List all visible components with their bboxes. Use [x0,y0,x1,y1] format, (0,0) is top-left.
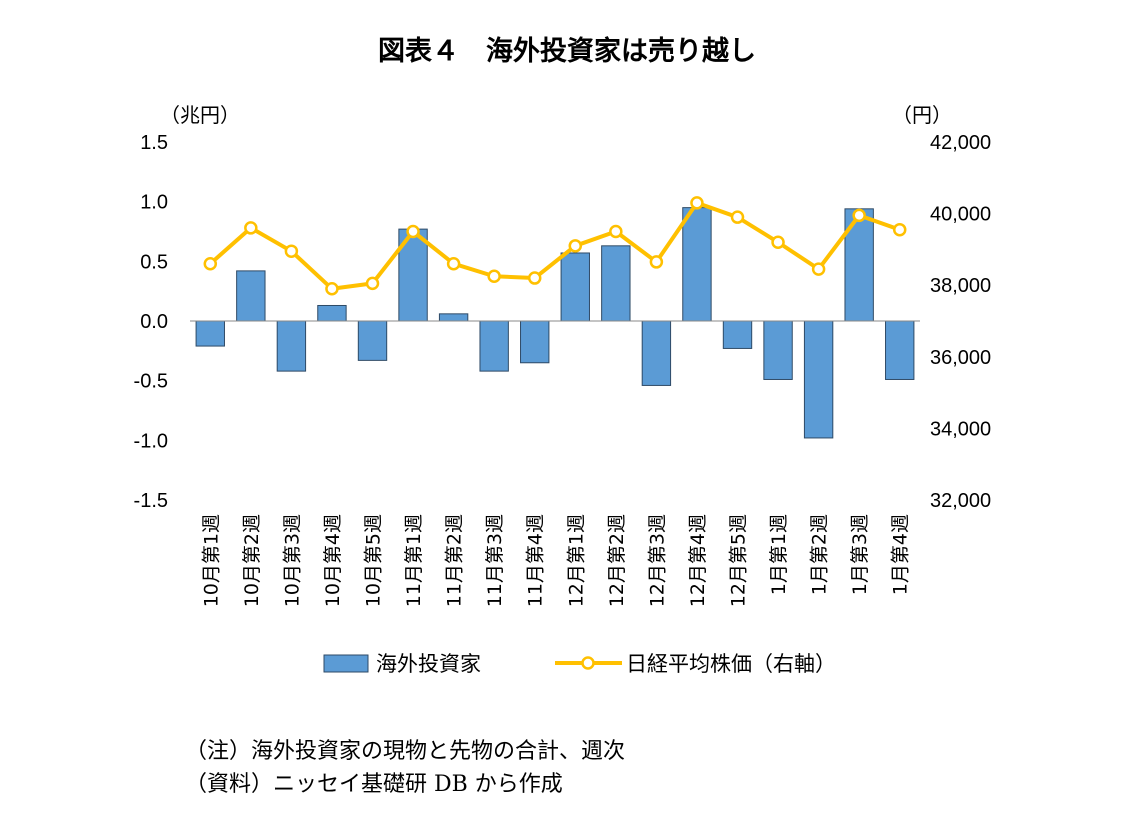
category-label: 10月第3週 [281,514,303,607]
category-label: 11月第1週 [403,514,425,607]
footnote-note: （注）海外投資家の現物と先物の合計、週次 [185,739,626,764]
bar [601,245,631,322]
line-point [244,221,258,235]
line-point [203,256,218,271]
right-tick-label: 36,000 [930,347,991,369]
legend-label-bar: 海外投資家 [376,652,481,676]
bar [803,320,834,439]
line-point [365,276,380,291]
category-label: 12月第2週 [606,514,628,607]
bar [885,320,915,380]
bar [195,320,225,347]
left-tick-label: 0.0 [140,311,168,333]
left-axis-tick-labels: 1.5 1.0 0.5 0.0 -0.5 -1.0 -1.5 [134,132,168,512]
bar [520,320,550,364]
footnote-source: （資料）ニッセイ基礎研 DB から作成 [185,772,563,797]
bar [682,207,712,322]
category-label: 1月第3週 [849,514,871,595]
bar [641,320,672,386]
line-point [811,262,826,276]
bar [357,320,388,361]
legend-swatch-bar [323,654,369,673]
line-point [568,239,583,253]
legend-swatch-marker [581,656,595,670]
left-tick-label: 1.0 [140,192,168,214]
category-label: 1月第1週 [768,514,790,595]
category-label: 1月第4週 [890,514,912,595]
category-label: 10月第5週 [363,514,385,607]
bar [276,320,307,372]
left-tick-label: -0.5 [134,371,168,393]
line-point [325,282,339,296]
category-label: 12月第5週 [728,514,750,607]
category-axis-labels: 10月第1週 10月第2週 10月第3週 10月第4週 10月第5週 11月第1週 11月第… [200,514,911,607]
left-tick-label: -1.0 [134,430,168,452]
line-point [609,224,623,239]
left-axis-unit: （兆円） [160,104,240,127]
category-label: 10月第1週 [200,514,222,607]
line-point [771,235,785,249]
line-point [487,269,501,283]
right-axis-unit: （円） [892,104,952,127]
left-tick-label: -1.5 [134,490,168,512]
category-label: 1月第2週 [809,514,831,595]
bar [236,270,266,322]
right-tick-label: 38,000 [930,275,991,297]
bar [317,304,347,322]
left-tick-label: 1.5 [140,132,168,154]
legend-label-line: 日経平均株価（右軸） [626,652,836,676]
category-label: 12月第4週 [687,514,709,607]
bar [479,320,509,372]
line-point [406,224,420,239]
line-point [284,244,299,258]
line-point [527,271,542,285]
bar-series-foreign-investors [195,207,915,439]
bar [763,320,793,380]
right-tick-label: 40,000 [930,204,991,226]
nikkei-line [208,200,901,291]
right-tick-label: 34,000 [930,418,991,440]
right-tick-label: 42,000 [930,132,991,154]
category-label: 10月第4週 [322,514,344,607]
category-label: 12月第3週 [646,514,668,607]
bar [560,252,590,322]
line-point [730,210,745,224]
left-tick-label: 0.5 [140,251,168,273]
right-tick-label: 32,000 [930,490,991,512]
line-point [852,208,866,223]
category-label: 12月第1週 [565,514,587,607]
chart-title: 図表４ 海外投資家は売り越し [378,35,756,67]
line-series-nikkei [203,196,907,296]
category-label: 10月第2週 [241,514,263,607]
category-label: 11月第4週 [525,514,547,607]
line-point [649,255,664,269]
line-point [690,196,704,210]
line-point [446,256,461,271]
category-label: 11月第3週 [484,514,506,607]
chart-legend: 海外投資家 日経平均株価（右軸） [323,652,836,676]
bar [438,313,469,322]
right-axis-tick-labels: 42,000 40,000 38,000 36,000 34,000 32,000 [930,132,991,512]
line-point [892,222,907,237]
category-label: 11月第2週 [444,514,466,607]
bar [722,320,753,349]
